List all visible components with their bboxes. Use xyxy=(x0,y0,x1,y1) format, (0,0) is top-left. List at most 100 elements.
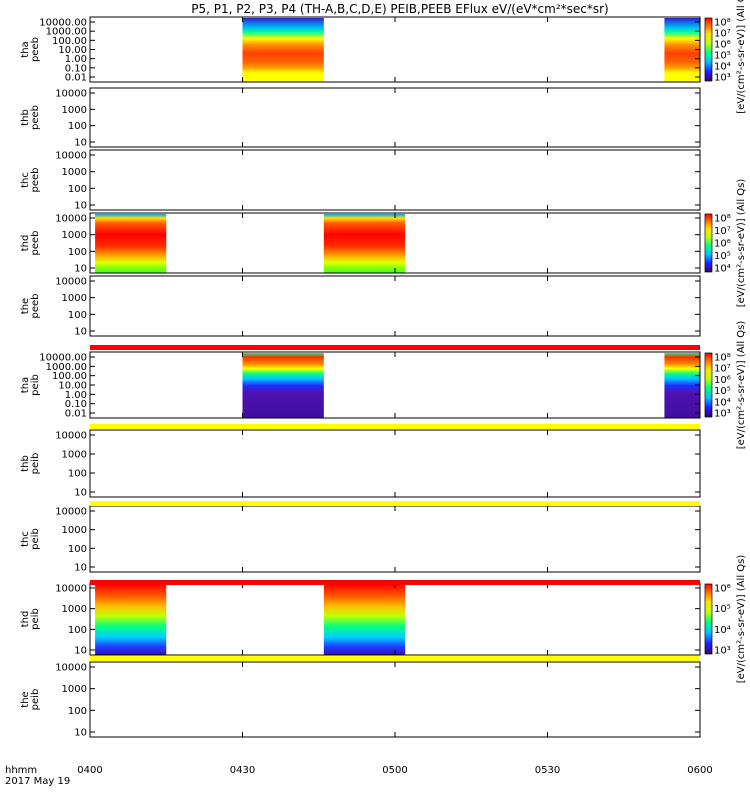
panel-frame xyxy=(89,149,701,211)
spectrogram-block xyxy=(323,214,406,273)
ylabel-line: thb xyxy=(20,109,31,126)
ytick-label: 10 xyxy=(74,646,87,657)
ytick-label: 1000 xyxy=(62,450,87,461)
colorbar-caption: [eV/(cm²-s-sr-eV)] (All Qs) xyxy=(736,0,747,114)
colorbar xyxy=(704,352,713,418)
separator-band-yellow xyxy=(90,501,700,506)
ytick-label: 10000 xyxy=(55,151,87,162)
colorbar-label: 10⁶ xyxy=(714,40,731,51)
ylabel-line: peeb xyxy=(30,231,41,256)
panel-frame xyxy=(89,87,701,148)
ytick-label: 10000 xyxy=(55,431,87,442)
ytick-label: 10.00 xyxy=(58,381,87,392)
ytick-label: 10000 xyxy=(55,507,87,518)
xtick-label: 0600 xyxy=(687,765,712,776)
ytick-label: 100 xyxy=(68,310,87,321)
colorbar-label: 10⁵ xyxy=(714,51,731,62)
ytick-label: 100 xyxy=(68,469,87,480)
ytick-label: 100 xyxy=(68,121,87,132)
colorbar-label: 10⁴ xyxy=(714,62,731,73)
footer-hhmm: hhmm xyxy=(5,765,37,776)
colorbar-label: 10⁸ xyxy=(714,353,731,364)
footer-date: 2017 May 19 xyxy=(5,776,70,787)
ytick-label: 10 xyxy=(74,563,87,574)
panel-tha-peib: tha peib 10000.001000.00100.0010.001.000.1… xyxy=(20,321,747,450)
ylabel-line: peeb xyxy=(30,168,41,193)
separator-band-red xyxy=(90,580,700,585)
ytick-label: 0.01 xyxy=(65,73,87,84)
ytick-label: 10.00 xyxy=(58,45,87,56)
colorbar-label: 10³ xyxy=(714,646,731,657)
separator-band-red xyxy=(90,345,700,350)
colorbar-label: 10⁴ xyxy=(714,625,731,636)
ytick-label: 10000 xyxy=(55,277,87,288)
ytick-label: 10 xyxy=(74,327,87,338)
panel-stack: tha peeb10000.001000.00100.0010.001.000.1… xyxy=(20,0,747,739)
colorbar-label: 10⁵ xyxy=(714,604,731,615)
xtick-label: 0500 xyxy=(382,765,407,776)
panel-frame xyxy=(89,661,701,738)
colorbar-label: 10⁶ xyxy=(714,239,731,250)
colorbar xyxy=(704,17,713,82)
spectrogram-block xyxy=(242,18,324,82)
colorbar-label: 10⁸ xyxy=(714,214,731,225)
colorbar-label: 10⁷ xyxy=(714,226,731,237)
x-axis: 0400 0430 0500 0530 0600 xyxy=(77,765,712,776)
ylabel-line: thc xyxy=(20,172,31,188)
xtick-label: 0430 xyxy=(230,765,255,776)
ylabel-line: tha xyxy=(20,41,31,57)
ytick-label: 10000.00 xyxy=(39,353,87,364)
ytick-label: 1000 xyxy=(62,525,87,536)
ytick-label: 100 xyxy=(68,706,87,717)
colorbar-label: 10⁸ xyxy=(714,18,731,29)
ytick-label: 1000 xyxy=(62,604,87,615)
colorbar-label: 10⁵ xyxy=(714,386,731,397)
ylabel-line: peib xyxy=(30,374,41,396)
separator-band-yellow xyxy=(90,424,700,429)
ytick-label: 10000 xyxy=(55,89,87,100)
ytick-label: 100 xyxy=(68,625,87,636)
ytick-label: 10 xyxy=(74,488,87,499)
colorbar-caption: [eV/(cm²-s-sr-eV)] (All Qs) xyxy=(736,555,747,684)
colorbar-label: 10⁵ xyxy=(714,251,731,262)
ytick-label: 1000 xyxy=(62,293,87,304)
colorbar-label: 10⁴ xyxy=(714,264,731,275)
ytick-label: 100.00 xyxy=(52,371,87,382)
ylabel-line: thb xyxy=(20,455,31,472)
ylabel-line: peib xyxy=(30,689,41,711)
panel-frame xyxy=(89,275,701,337)
panel-the-peib: the peib 10000 1000 100 10 xyxy=(20,661,701,739)
ytick-label: 10 xyxy=(74,728,87,739)
ytick-label: 100.00 xyxy=(52,36,87,47)
panel-frame xyxy=(89,429,701,498)
ytick-label: 1000 xyxy=(62,105,87,116)
ylabel-line: peeb xyxy=(30,105,41,130)
ytick-label: 100 xyxy=(68,247,87,258)
ytick-label: 0.10 xyxy=(65,399,87,410)
figure-title: P5, P1, P2, P3, P4 (TH-A,B,C,D,E) PEIB,P… xyxy=(191,2,608,16)
ytick-label: 1000.00 xyxy=(46,362,87,373)
ytick-label: 1.00 xyxy=(65,390,87,401)
ylabel-line: thd xyxy=(20,235,31,252)
colorbar xyxy=(704,583,713,655)
ylabel-line: peib xyxy=(30,453,41,475)
spectrogram-block xyxy=(242,353,324,418)
spectrogram-block xyxy=(664,18,700,82)
ytick-label: 0.10 xyxy=(65,63,87,74)
panel-thc-peeb: thc peeb 10000 1000 100 10 xyxy=(20,149,701,212)
separator-band-yellow xyxy=(90,656,700,661)
ylabel-line: tha xyxy=(20,377,31,393)
ylabel-line: peeb xyxy=(30,294,41,319)
ytick-label: 10 xyxy=(74,264,87,275)
xtick-label: 0400 xyxy=(77,765,102,776)
ytick-label: 100 xyxy=(68,544,87,555)
colorbar-label: 10⁷ xyxy=(714,364,731,375)
panel-tha-peeb: tha peeb 10000.001000.00100.0010.001.000.1… xyxy=(20,0,747,114)
ylabel-line: peeb xyxy=(30,37,41,62)
ytick-label: 10 xyxy=(74,138,87,149)
ytick-label: 1000 xyxy=(62,230,87,241)
ylabel-line: the xyxy=(20,298,31,314)
xtick-label: 0530 xyxy=(535,765,560,776)
spectrogram-block xyxy=(664,353,700,418)
